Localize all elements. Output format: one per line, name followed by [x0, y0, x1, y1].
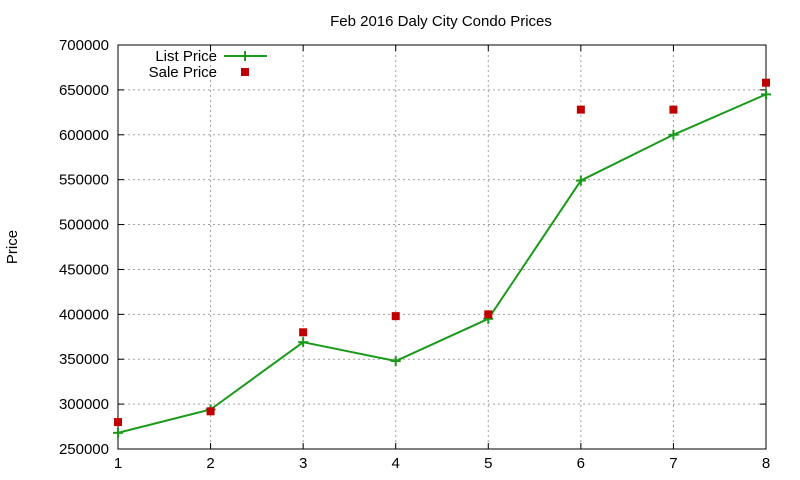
y-axis-title: Price	[4, 230, 21, 264]
x-tick-label: 7	[669, 455, 677, 472]
sale-price-point	[299, 328, 308, 337]
series-sale-price	[114, 78, 770, 427]
x-tick-label: 2	[206, 455, 214, 472]
y-tick-label: 400000	[59, 306, 109, 323]
legend-square-marker	[241, 68, 249, 76]
sale-price-point	[391, 312, 400, 321]
y-tick-label: 500000	[59, 217, 109, 234]
list-price-point	[390, 356, 401, 367]
sale-price-point	[576, 105, 585, 114]
y-tick-label: 600000	[59, 127, 109, 144]
x-tick-label: 5	[484, 455, 492, 472]
list-price-point	[113, 427, 123, 438]
chart-title: Feb 2016 Daly City Condo Prices	[330, 13, 552, 30]
list-price-point	[298, 337, 309, 348]
sale-price-point	[669, 105, 678, 114]
legend-label: Sale Price	[149, 64, 217, 81]
list-price-line	[117, 93, 767, 434]
series-layer	[113, 78, 771, 438]
legend-label: List Price	[155, 48, 217, 65]
x-tick-label: 4	[392, 455, 400, 472]
x-tick-label: 1	[114, 455, 122, 472]
plot-frame	[117, 44, 767, 450]
y-axis: 250000 300000 350000 400000 450000 500000 5500…	[59, 37, 766, 458]
series-list-price	[113, 89, 771, 438]
grid	[118, 45, 766, 449]
list-price-point	[668, 129, 679, 140]
sale-price-point	[484, 310, 493, 319]
sale-price-point	[206, 407, 215, 416]
x-tick-label: 6	[577, 455, 585, 472]
y-tick-label: 250000	[59, 441, 109, 458]
x-axis: 1 2 3 4 5 6 7 8	[114, 45, 770, 472]
y-tick-label: 450000	[59, 261, 109, 278]
list-price-point	[575, 175, 586, 186]
legend-plus-marker	[240, 51, 250, 61]
y-tick-label: 650000	[59, 82, 109, 99]
sale-price-point	[762, 78, 770, 87]
y-tick-label: 550000	[59, 172, 109, 189]
sale-price-point	[114, 418, 122, 427]
y-tick-label: 700000	[59, 37, 109, 54]
list-price-point	[761, 89, 771, 100]
y-tick-label: 300000	[59, 396, 109, 413]
y-tick-label: 350000	[59, 351, 109, 368]
x-tick-label: 8	[762, 455, 770, 472]
x-tick-label: 3	[299, 455, 307, 472]
